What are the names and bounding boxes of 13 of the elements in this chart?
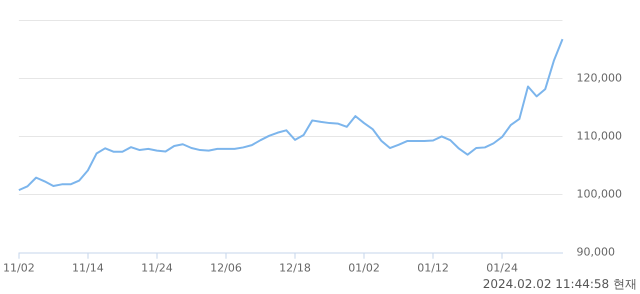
x-tick-label: 12/18 bbox=[279, 261, 311, 274]
text: 2024.02.02 11:44:58 현재 bbox=[482, 276, 637, 293]
x-tick-label: 11/14 bbox=[72, 261, 104, 274]
x-tick-label: 01/24 bbox=[486, 261, 518, 274]
y-tick-label: 110,000 bbox=[576, 130, 622, 143]
y-tick-label: 100,000 bbox=[576, 188, 622, 201]
x-tick-label: 11/02 bbox=[3, 261, 35, 274]
x-tick-label: 01/02 bbox=[348, 261, 380, 274]
y-tick-label: 120,000 bbox=[576, 72, 622, 85]
x-tick-label: 11/24 bbox=[141, 261, 173, 274]
x-tick-label: 01/12 bbox=[417, 261, 449, 274]
x-tick-label: 12/06 bbox=[210, 261, 242, 274]
y-tick-label: 90,000 bbox=[576, 246, 616, 259]
